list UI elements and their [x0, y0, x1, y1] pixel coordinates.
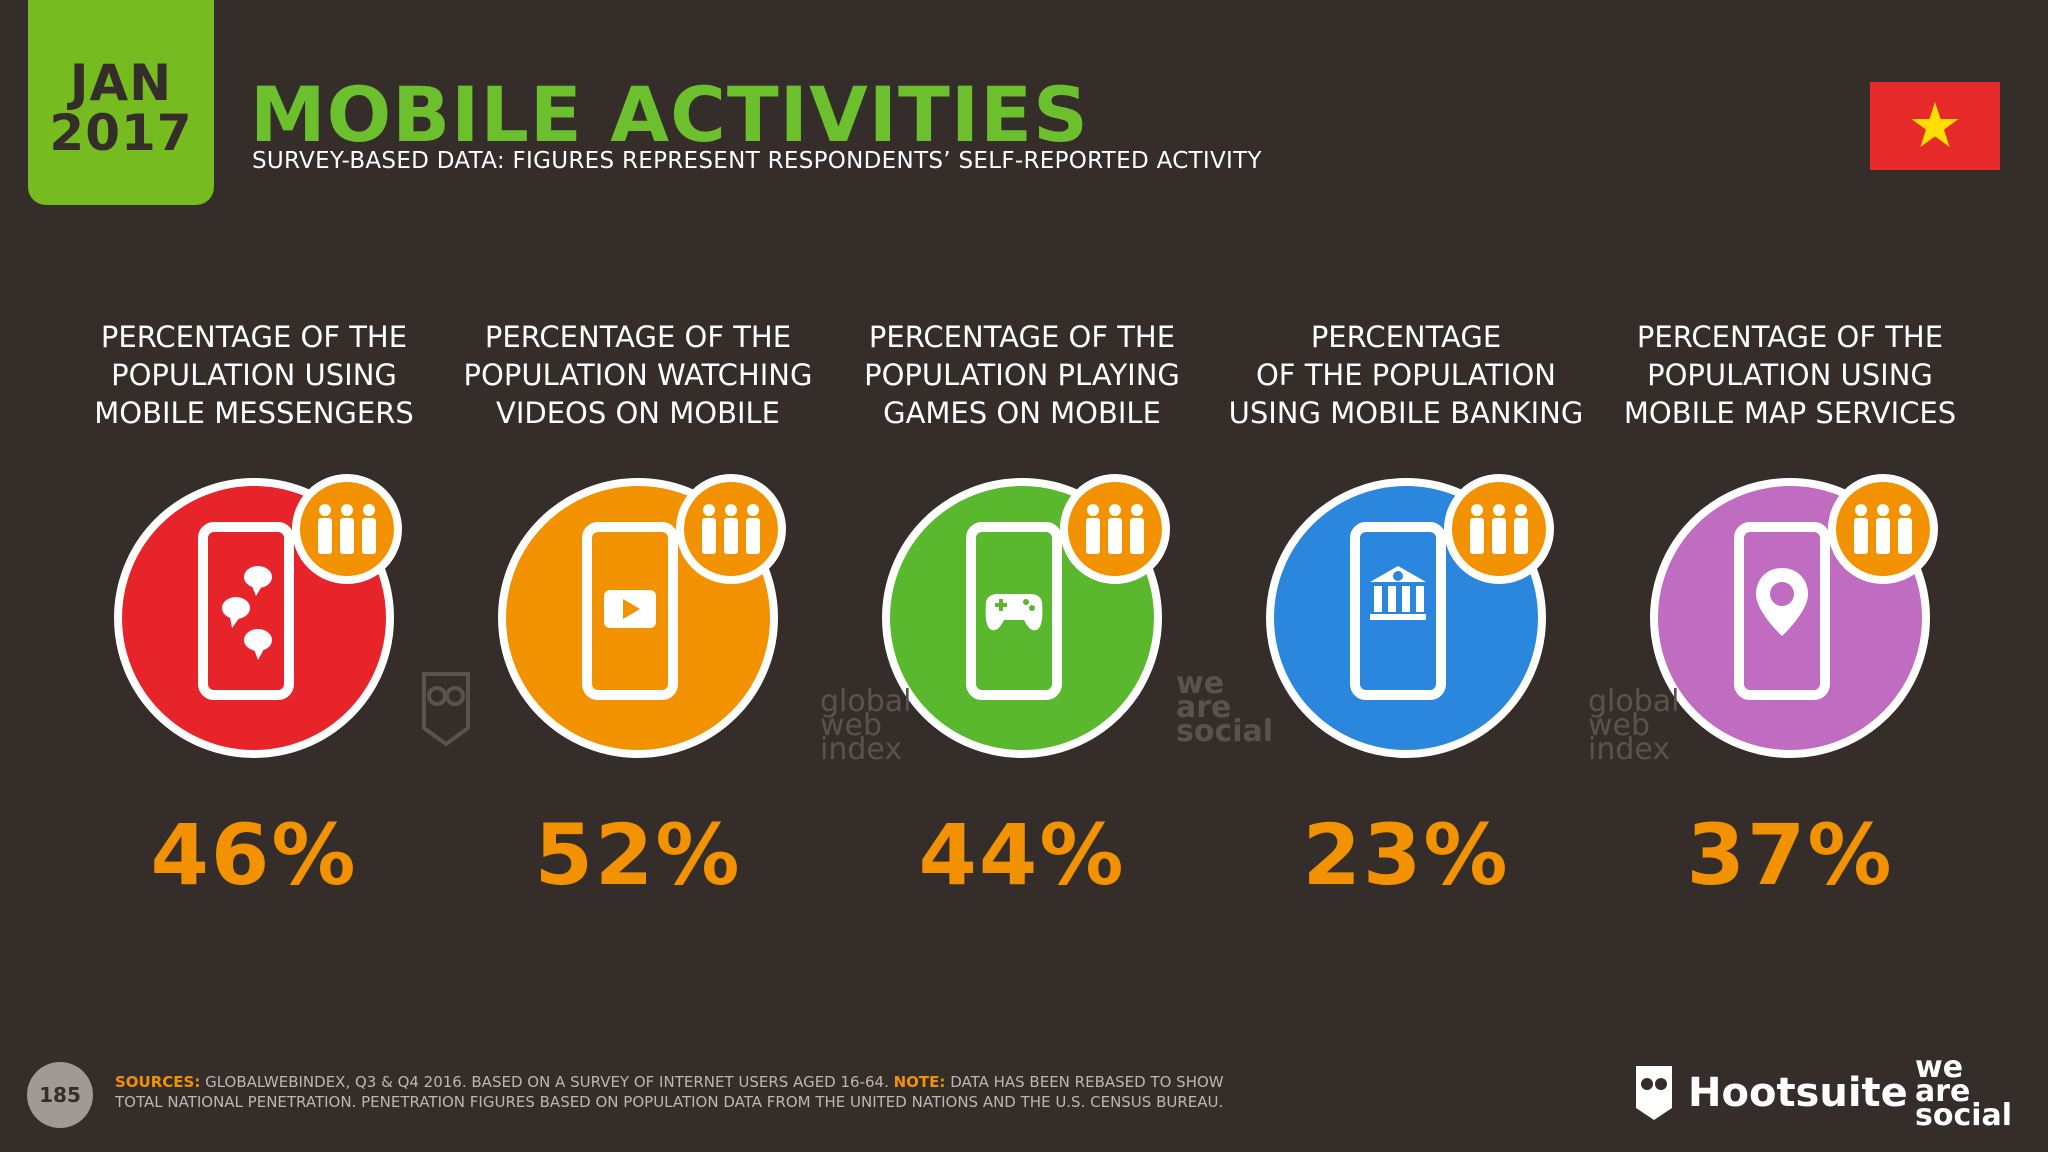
sources-label: SOURCES:: [115, 1073, 201, 1091]
activity-label: PERCENTAGE OF THE POPULATION PLAYING GAM…: [864, 320, 1180, 430]
activity-mobile-messengers: PERCENTAGE OF THE POPULATION USING MOBIL…: [62, 318, 446, 904]
note-label: NOTE:: [893, 1073, 946, 1091]
map-pin-icon: [1756, 568, 1808, 687]
gwi-watermark: global web index: [1588, 684, 1680, 767]
date-badge: JAN 2017: [28, 0, 214, 205]
page-title: MOBILE ACTIVITIES: [250, 70, 1089, 159]
activity-label: PERCENTAGE OF THE POPULATION WATCHING VI…: [463, 320, 813, 430]
date-month: JAN: [69, 53, 173, 112]
sources-note: SOURCES: GLOBALWEBINDEX, Q3 & Q4 2016. B…: [115, 1072, 1265, 1112]
activity-value: 52%: [534, 806, 742, 904]
chat-bubbles-icon: [222, 566, 272, 687]
smartphone-icon: [582, 522, 678, 700]
activity-mobile-banking: PERCENTAGE OF THE POPULATION USING MOBIL…: [1214, 318, 1598, 904]
smartphone-icon: [198, 522, 294, 700]
people-badge-icon: [1060, 474, 1170, 584]
activity-label: PERCENTAGE OF THE POPULATION USING MOBIL…: [1228, 320, 1584, 430]
people-badge-icon: [1444, 474, 1554, 584]
gamepad-icon: [985, 594, 1043, 687]
activity-label: PERCENTAGE OF THE POPULATION USING MOBIL…: [1623, 320, 1957, 430]
activity-value: 37%: [1686, 806, 1894, 904]
hootsuite-owl-icon: [1636, 1066, 1672, 1120]
activity-mobile-games: PERCENTAGE OF THE POPULATION PLAYING GAM…: [830, 318, 1214, 904]
smartphone-icon: [1734, 522, 1830, 700]
vietnam-flag-icon: [1870, 82, 2000, 170]
gwi-watermark: global web index: [820, 684, 912, 767]
activity-label: PERCENTAGE OF THE POPULATION USING MOBIL…: [94, 320, 414, 430]
hootsuite-logo: Hootsuite: [1632, 1062, 1908, 1124]
people-badge-icon: [1828, 474, 1938, 584]
people-badge-icon: [676, 474, 786, 584]
page-number: 185: [27, 1062, 93, 1128]
activity-mobile-videos: PERCENTAGE OF THE POPULATION WATCHING VI…: [446, 318, 830, 904]
play-video-icon: [604, 590, 656, 687]
was-watermark: we are social: [1176, 666, 1274, 749]
activity-value: 46%: [150, 806, 358, 904]
we-are-social-logo: we are social: [1915, 1050, 2013, 1133]
sources-text: GLOBALWEBINDEX, Q3 & Q4 2016. BASED ON A…: [200, 1073, 894, 1091]
smartphone-icon: [966, 522, 1062, 700]
activity-value: 23%: [1302, 806, 1510, 904]
smartphone-icon: [1350, 522, 1446, 700]
bank-icon: [1370, 566, 1426, 687]
note-text: DATA HAS BEEN REBASED TO SHOW TOTAL NATI…: [115, 1073, 1224, 1111]
owl-watermark-icon: [418, 668, 474, 751]
date-year: 2017: [49, 103, 193, 162]
hootsuite-wordmark: Hootsuite: [1688, 1070, 1908, 1116]
activity-mobile-maps: PERCENTAGE OF THE POPULATION USING MOBIL…: [1598, 318, 1982, 904]
page-subtitle: SURVEY-BASED DATA: FIGURES REPRESENT RES…: [252, 148, 1262, 174]
people-badge-icon: [292, 474, 402, 584]
activity-value: 44%: [918, 806, 1126, 904]
